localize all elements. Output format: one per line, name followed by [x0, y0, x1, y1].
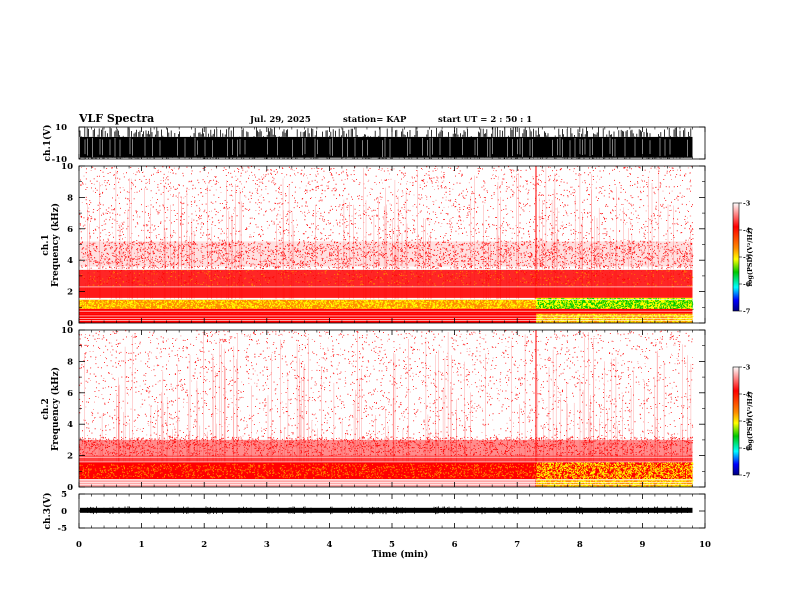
ch1-spectrogram-yticklabels: 0 2 4 6 8 10 [61, 162, 73, 329]
ch2-spec-yticklabel-1: 2 [67, 452, 73, 462]
ch1-spec-yticklabel-2: 4 [67, 256, 73, 266]
ch1-spectrogram-panel: 0 2 4 6 8 10 ch.1 Frequency (kHz) [41, 162, 706, 329]
ch2-spec-yticklabel-2: 4 [67, 420, 73, 430]
date-label: Jul. 29, 2025 [249, 115, 311, 125]
station-label: station= KAP [343, 115, 407, 125]
spec-noise-upper [79, 330, 694, 449]
ch2-spec-yticklabel-0: 0 [67, 483, 73, 493]
time-ticklabel-10: 10 [699, 540, 711, 550]
start-ut-label: start UT = 2 : 50 : 1 [438, 115, 532, 125]
ch1-waveform-trace [79, 127, 693, 159]
time-axis-ticklabels: 0 1 2 3 4 5 6 7 8 9 10 [76, 540, 711, 550]
spec-harmonic-lines [79, 456, 693, 485]
ch3-waveform-ylabel: ch.3(V) [42, 493, 53, 530]
ch2-colorbar-ticks: -3 -4 -5 -6 -7 [739, 364, 751, 480]
ch3-ytick-mid: 0 [61, 507, 67, 517]
ch1-waveform-gaps [84, 137, 688, 158]
ch2-spectrogram-yticklabels: 0 2 4 6 8 10 [61, 326, 73, 493]
ch1-spec-yticklabel-1: 2 [67, 288, 73, 298]
ch2-spec-yticklabel-5: 10 [61, 326, 73, 336]
ch1-colorbar-gradient [733, 203, 739, 311]
time-ticklabel-2: 2 [201, 540, 207, 550]
time-ticklabel-8: 8 [577, 540, 583, 550]
spec-band-1khz-early-yellow [79, 299, 537, 310]
spec-band-2-3khz [79, 269, 693, 287]
spec-noise-fine [79, 166, 692, 285]
ch1-spec-yticklabel-3: 6 [67, 225, 73, 235]
ch1-ytick-top: 10 [55, 123, 67, 133]
ch1-spectrogram-ticks [78, 165, 706, 324]
ch2-spectrogram-panel: 0 2 4 6 8 10 ch.2 Frequency (kHz) [41, 326, 706, 493]
ch1-spec-yticklabel-5: 10 [61, 162, 73, 172]
ch2-colorbar: -3 -4 -5 -6 -7 log(PSD)(V²/Hz) [732, 364, 754, 480]
time-ticklabel-1: 1 [139, 540, 145, 550]
ch1-waveform-ylabel: ch.1(V) [42, 125, 53, 162]
ch3-ytick-bottom: -5 [58, 524, 68, 534]
spec-haze-2-3khz-speckle [79, 436, 694, 457]
spec-band-lowest-early [79, 479, 536, 487]
ch1-ytick-bottom: -10 [52, 155, 67, 165]
ch2-frequency-label: Frequency (kHz) [50, 367, 61, 451]
ch1-colorbar-ticklabel-0: -3 [743, 200, 751, 208]
ch2-channel-label: ch.2 [41, 398, 51, 419]
ch3-waveform-panel: 5 0 -5 ch.3(V) [42, 490, 706, 534]
spec-haze-speckle [80, 241, 694, 269]
ch2-spec-yticklabel-4: 8 [67, 357, 73, 367]
ch2-spec-yticklabel-3: 6 [67, 389, 73, 399]
ch2-colorbar-ticklabel-3: -6 [743, 445, 751, 453]
ch2-colorbar-ticklabel-4: -7 [743, 472, 750, 480]
ch2-colorbar-gradient [733, 367, 739, 475]
ch1-frequency-label: Frequency (kHz) [50, 203, 61, 287]
spec-band-lowest-late-yellow [536, 479, 694, 487]
spec-harmonic-lines [79, 269, 693, 321]
ch2-spectrogram-ticks [78, 329, 706, 488]
time-ticklabel-9: 9 [639, 540, 645, 550]
spec-band-1khz-late [535, 297, 693, 309]
ch2-spectrogram-image [79, 330, 694, 487]
ch1-spec-yticklabel-4: 8 [67, 193, 73, 203]
time-ticklabel-7: 7 [514, 540, 520, 550]
ch1-waveform-panel: 10 -10 ch.1(V) [42, 123, 706, 165]
ch1-colorbar: -3 -4 -5 -6 -7 log(PSD)(V²/Hz) [732, 200, 754, 316]
ch1-colorbar-label: log(PSD)(V²/Hz) [746, 228, 754, 287]
time-ticklabel-4: 4 [326, 540, 332, 550]
ch1-spec-yticklabel-0: 0 [67, 319, 73, 329]
ch1-colorbar-ticklabel-1: -4 [743, 227, 751, 235]
ch1-waveform-envelope [80, 136, 693, 158]
time-ticklabel-5: 5 [389, 540, 395, 550]
ch2-colorbar-ticklabel-2: -5 [743, 418, 751, 426]
spec-band-1p6-2p3khz [79, 286, 693, 298]
ch3-waveform-jitter [87, 506, 688, 515]
time-ticklabel-3: 3 [264, 540, 270, 550]
ch1-spectrogram-image [79, 166, 694, 323]
time-ticklabel-0: 0 [76, 540, 82, 550]
ch1-colorbar-ticklabel-2: -5 [743, 254, 751, 262]
spec-band-main-late-yellow [536, 461, 694, 481]
time-axis-label: Time (min) [372, 549, 429, 560]
ch2-colorbar-ticklabel-1: -4 [743, 391, 751, 399]
time-ticklabel-6: 6 [452, 540, 458, 550]
spec-band-1khz-late-green [536, 297, 694, 310]
ch1-channel-label: ch.1 [41, 234, 51, 255]
ch2-colorbar-ticklabel-0: -3 [743, 364, 751, 372]
ch1-waveform-lower-spikes [79, 157, 690, 159]
spec-band-main-early-orange [79, 463, 537, 479]
ch1-colorbar-ticks: -3 -4 -5 -6 -7 [739, 200, 751, 316]
figure-title: VLF Spectra [78, 112, 154, 125]
spec-band-1p6-2khz [79, 455, 693, 462]
spec-haze-2-3khz [79, 439, 693, 456]
ch3-waveform-ticks [78, 493, 706, 529]
ch2-colorbar-label: log(PSD)(V²/Hz) [746, 392, 754, 451]
ch1-colorbar-ticklabel-3: -6 [743, 281, 751, 289]
ch1-waveform-ticks [78, 126, 706, 160]
ch1-colorbar-ticklabel-4: -7 [743, 308, 750, 316]
ch3-ytick-top: 5 [61, 490, 67, 500]
ch1-waveform-spikes [79, 127, 692, 137]
ch3-waveform-trace [80, 506, 693, 515]
spec-band-1khz-early [79, 299, 536, 309]
